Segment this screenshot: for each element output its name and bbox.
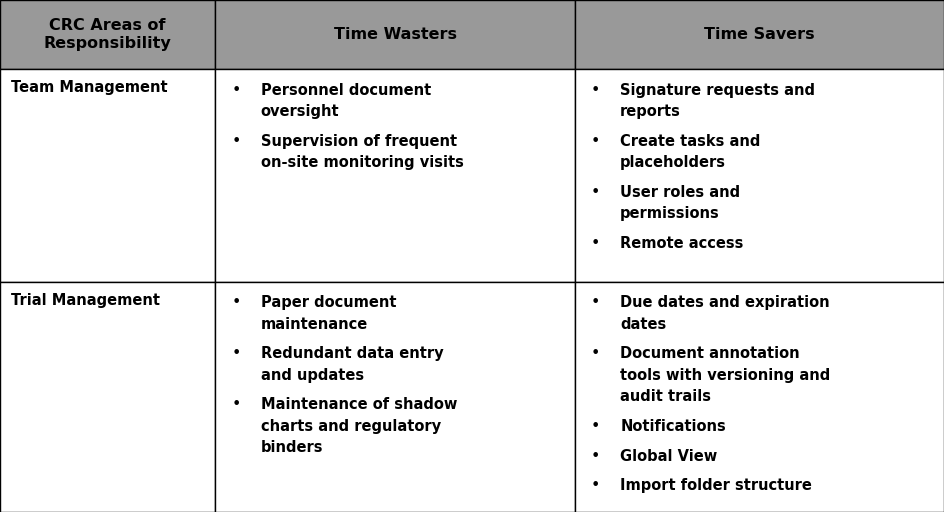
Bar xyxy=(575,69,944,282)
Text: CRC Areas of
Responsibility: CRC Areas of Responsibility xyxy=(43,18,172,51)
Text: Due dates and expiration: Due dates and expiration xyxy=(620,295,830,310)
Text: charts and regulatory: charts and regulatory xyxy=(261,419,441,434)
Text: Signature requests and: Signature requests and xyxy=(620,82,816,98)
Text: tools with versioning and: tools with versioning and xyxy=(620,368,831,383)
Text: •: • xyxy=(591,346,600,361)
Text: User roles and: User roles and xyxy=(620,185,740,200)
Text: audit trails: audit trails xyxy=(620,389,711,404)
Text: •: • xyxy=(231,134,241,149)
Bar xyxy=(0,282,215,512)
Text: •: • xyxy=(231,295,241,310)
Text: oversight: oversight xyxy=(261,104,339,119)
Text: and updates: and updates xyxy=(261,368,363,383)
Text: reports: reports xyxy=(620,104,681,119)
Text: binders: binders xyxy=(261,440,323,456)
Text: Global View: Global View xyxy=(620,449,717,464)
Text: Time Savers: Time Savers xyxy=(704,27,815,42)
Text: Redundant data entry: Redundant data entry xyxy=(261,346,443,361)
Bar xyxy=(0,69,215,282)
Bar xyxy=(215,282,575,512)
Bar xyxy=(575,0,944,69)
Bar xyxy=(575,282,944,512)
Text: dates: dates xyxy=(620,316,666,332)
Text: Supervision of frequent: Supervision of frequent xyxy=(261,134,457,149)
Text: Time Wasters: Time Wasters xyxy=(333,27,457,42)
Text: placeholders: placeholders xyxy=(620,155,726,170)
Text: Notifications: Notifications xyxy=(620,419,726,434)
Text: Personnel document: Personnel document xyxy=(261,82,430,98)
Bar xyxy=(215,0,575,69)
Text: •: • xyxy=(591,236,600,251)
Text: Remote access: Remote access xyxy=(620,236,744,251)
Text: •: • xyxy=(231,346,241,361)
Text: Create tasks and: Create tasks and xyxy=(620,134,761,149)
Text: Document annotation: Document annotation xyxy=(620,346,800,361)
Text: •: • xyxy=(591,82,600,98)
Text: Trial Management: Trial Management xyxy=(11,293,160,308)
Text: •: • xyxy=(591,134,600,149)
Text: Team Management: Team Management xyxy=(11,80,168,95)
Text: •: • xyxy=(591,295,600,310)
Text: Maintenance of shadow: Maintenance of shadow xyxy=(261,397,457,413)
Text: •: • xyxy=(591,478,600,494)
Text: on-site monitoring visits: on-site monitoring visits xyxy=(261,155,464,170)
Text: •: • xyxy=(591,185,600,200)
Text: Paper document: Paper document xyxy=(261,295,396,310)
Text: permissions: permissions xyxy=(620,206,720,222)
Bar xyxy=(0,0,215,69)
Bar xyxy=(215,69,575,282)
Text: •: • xyxy=(231,397,241,413)
Text: •: • xyxy=(231,82,241,98)
Text: maintenance: maintenance xyxy=(261,316,368,332)
Text: Import folder structure: Import folder structure xyxy=(620,478,812,494)
Text: •: • xyxy=(591,419,600,434)
Text: •: • xyxy=(591,449,600,464)
